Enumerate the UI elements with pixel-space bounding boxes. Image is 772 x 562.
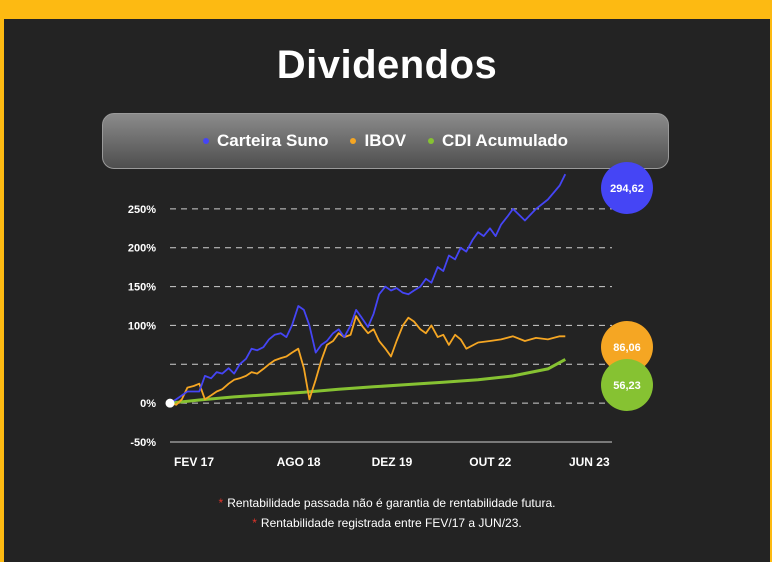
footnote: * Rentabilidade passada não é garantia de… bbox=[4, 493, 770, 513]
x-tick-label: AGO 18 bbox=[277, 455, 321, 469]
y-tick-label: 150% bbox=[128, 282, 156, 294]
legend-label: Carteira Suno bbox=[217, 131, 329, 150]
x-tick-label: JUN 23 bbox=[569, 455, 610, 469]
legend-item-cdi: CDI Acumulado bbox=[428, 131, 568, 151]
legend-dot-icon bbox=[428, 138, 435, 144]
end-value-label: 86,06 bbox=[613, 342, 641, 354]
footnote-text: Rentabilidade passada não é garantia de … bbox=[227, 496, 556, 510]
footnote: * Rentabilidade registrada entre FEV/17 a… bbox=[4, 513, 770, 533]
x-tick-label: DEZ 19 bbox=[372, 455, 413, 469]
legend-dot-icon bbox=[203, 138, 209, 144]
footnote-marker: * bbox=[218, 496, 224, 510]
y-tick-label: 200% bbox=[128, 243, 156, 255]
origin-point bbox=[165, 398, 175, 408]
y-tick-label: 0% bbox=[140, 398, 156, 410]
y-tick-label: -50% bbox=[130, 437, 156, 449]
x-tick-label: OUT 22 bbox=[469, 455, 511, 469]
end-value-bubble bbox=[601, 321, 653, 373]
legend-dot-icon bbox=[350, 138, 357, 144]
footnotes: * Rentabilidade passada não é garantia de… bbox=[4, 493, 770, 533]
y-tick-label: 100% bbox=[128, 320, 156, 332]
series-line-cdi-acumulado bbox=[169, 358, 567, 405]
x-tick-label: FEV 17 bbox=[174, 455, 214, 469]
footnote-text: Rentabilidade registrada entre FEV/17 a … bbox=[260, 516, 522, 530]
legend-label: CDI Acumulado bbox=[442, 131, 568, 150]
legend-item-carteira-suno: Carteira Suno bbox=[203, 131, 328, 151]
end-value-label: 294,62 bbox=[610, 183, 644, 195]
end-value-bubble bbox=[601, 359, 653, 411]
y-tick-label: 250% bbox=[128, 204, 156, 216]
footnote-marker: * bbox=[252, 516, 257, 530]
legend: Carteira Suno IBOV CDI Acumulado bbox=[102, 113, 669, 169]
series-line-ibov bbox=[169, 315, 566, 406]
series-line-carteira-suno bbox=[169, 173, 567, 404]
legend-label: IBOV bbox=[364, 131, 407, 150]
chart-card: Dividendos Carteira Suno IBOV CDI Acumul… bbox=[4, 19, 770, 562]
end-value-label: 56,23 bbox=[613, 380, 641, 392]
end-value-bubble bbox=[601, 162, 653, 214]
legend-item-ibov: IBOV bbox=[350, 131, 406, 151]
chart-title: Dividendos bbox=[276, 43, 498, 87]
